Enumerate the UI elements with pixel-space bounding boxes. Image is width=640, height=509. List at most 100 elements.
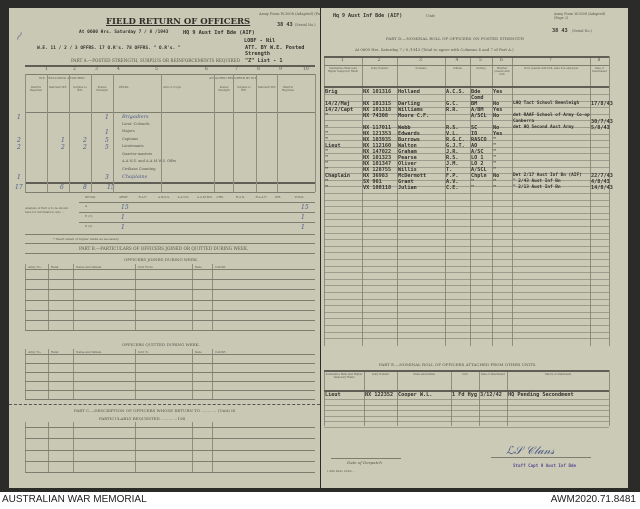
signature-stamp: Staff Capt 9 Aust Inf Bde [513, 463, 577, 468]
posted-value: 3 [105, 174, 109, 181]
subheader: Reinf'ts Required [29, 86, 43, 92]
column-number: 10 [303, 67, 309, 72]
column-header: Army Number [370, 67, 389, 70]
column-divider [590, 56, 591, 346]
part-a-title: PART A.—POSTED STRENGTH, SURPLUS OR REIN… [71, 58, 241, 63]
column-header: Date of Attachment [481, 373, 505, 376]
row-cell: Graham [398, 149, 417, 155]
row-cell: A.C.S. [446, 89, 465, 95]
column-divider [609, 370, 610, 426]
column-divider [233, 74, 234, 192]
printer-note: 1,000 Pads 10/40 ... [327, 469, 356, 473]
row-cell: NX 121353 [363, 131, 392, 137]
page-title: FIELD RETURN OF OFFICERS [106, 17, 251, 27]
subheader: Deficient W.E. [48, 86, 68, 89]
row-line [79, 202, 315, 203]
row-cell: 5/8/43 [591, 125, 610, 131]
row-cell: " 2/13 Aust Inf Bn [513, 185, 561, 190]
column-number: 7 [235, 67, 238, 72]
row-cell: " [325, 137, 329, 143]
column-divider [91, 74, 92, 192]
attached-cell: 3/12/42 [480, 392, 502, 398]
row-line [25, 299, 315, 301]
column-divider [135, 422, 136, 472]
row-cell: " [325, 149, 329, 155]
row-line [324, 338, 609, 340]
detail-header: DETAIL [85, 195, 96, 199]
quitted-table: Army No. Rank Name and Initials Unit To Date… [25, 349, 315, 400]
unit: HQ 9 Aust Inf Bde (AIF) [183, 30, 255, 36]
row-cell: Darling [398, 101, 420, 107]
column-number: 6 [500, 58, 503, 63]
surplus-value: 2 [83, 136, 87, 144]
serial-number: 38 43 [277, 22, 293, 28]
total-value: 15 [107, 184, 115, 191]
row-line [25, 438, 315, 440]
row-line [324, 272, 609, 274]
serial-number: 38 43 [552, 28, 568, 34]
column-header: Name and Initials [76, 265, 102, 269]
row-line [324, 265, 609, 267]
header-line [324, 65, 609, 66]
row-line [324, 120, 609, 122]
column-number: 8 [257, 67, 260, 72]
row-cell: A.V. [446, 179, 459, 185]
row-cell: No [493, 113, 500, 119]
column-number: 1 [341, 58, 344, 63]
row-line [324, 318, 609, 320]
column-header: Posting [476, 67, 486, 70]
attached-cell: Cooper W.L. [398, 392, 433, 398]
row-cell: " [325, 131, 329, 137]
deficient-value: 2 [61, 144, 65, 151]
column-header: Date [195, 350, 202, 354]
column-divider [73, 349, 74, 399]
column-divider [135, 264, 136, 330]
row-cell: NX 112160 [363, 143, 392, 149]
row-line [324, 140, 609, 142]
row-cell: " [325, 113, 329, 119]
row-line [324, 107, 609, 109]
column-number: 8 [597, 58, 601, 63]
row-cell: NX 101323 [363, 155, 392, 161]
part-b-title: PART B.—PARTICULARS OF OFFICERS JOINED O… [79, 246, 249, 251]
summary-army: 15 [121, 204, 129, 211]
row-line [324, 94, 609, 95]
row-line [25, 279, 315, 281]
row-cell: Bde Comd [471, 89, 484, 101]
row-cell: G.J.T. [446, 143, 465, 149]
column-divider [192, 349, 193, 399]
column-number: 9 [279, 67, 282, 72]
subheader: Posted Strength [96, 86, 108, 92]
subheader: Arm or Corps [163, 86, 181, 89]
subheader: Posted Strength [218, 86, 230, 92]
date-line: At 0600 Hrs. Saturday 7 / 8 /1943 [79, 30, 169, 35]
row-cell: " [493, 179, 497, 185]
row-cell: Yes [493, 131, 503, 137]
row-cell: Grant [398, 179, 414, 185]
column-divider [48, 349, 49, 399]
row-cell: VX 108118 [363, 185, 392, 191]
row-line [324, 146, 609, 148]
footnote: * Insert detail of higher ranks as neces… [53, 237, 120, 241]
row-cell: Det 2/17 Aust Inf Bn (AIF) [513, 173, 582, 178]
services-summary: ARMY R.A.F. A.W.A.S. A.A.N.S. A.A.M.W.S. CHS.… [79, 194, 315, 234]
column-divider [161, 74, 162, 192]
row-cell: LHQ Tact School Beenleigh [513, 101, 580, 106]
service-header: CHS. [216, 195, 224, 199]
row-cell: 14/8/43 [591, 185, 613, 191]
subheader: Surplus to W.E. [237, 86, 251, 92]
rank-label: Captains [122, 136, 139, 141]
row-line [324, 285, 609, 287]
reinf-value: 2 [17, 136, 21, 144]
row-line [25, 354, 315, 355]
attached-cell: 1 Fd Hyg [452, 392, 477, 398]
row-cell: NX 128755 [363, 167, 392, 173]
column-divider [315, 74, 316, 192]
row-cell: 22/7/43 [591, 173, 613, 179]
column-divider [192, 422, 193, 472]
row-cell: Julian [398, 185, 417, 191]
row-cell: IO [471, 131, 478, 137]
lobf: LOBF - Nil [244, 38, 276, 44]
row-line [324, 331, 609, 333]
row-cell: V.L. [446, 131, 459, 137]
